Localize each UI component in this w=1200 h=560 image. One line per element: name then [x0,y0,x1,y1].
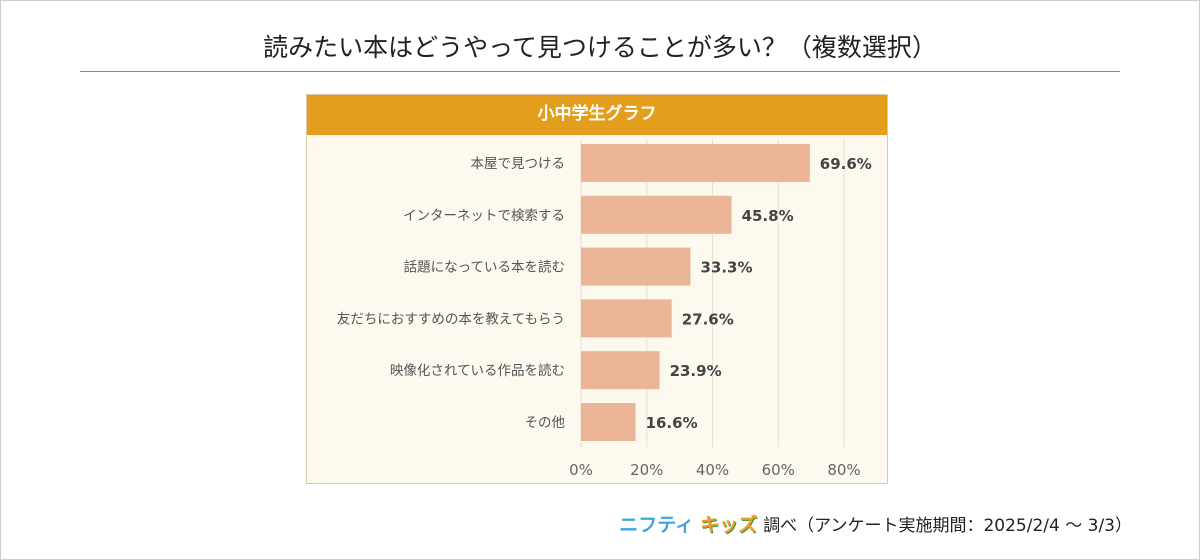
chart-title: 小中学生グラフ [307,95,887,135]
bar [581,247,691,286]
x-tick-label: 60% [762,461,795,479]
x-tick-label: 80% [827,461,860,479]
category-label: インターネットで検索する [403,208,565,224]
category-label: 本屋で見つける [471,156,566,172]
value-label: 23.9% [670,362,722,380]
footer-source: ニフティ キッズ 調べ（アンケート実施期間：2025/2/4 ～ 3/3） [619,510,1132,537]
title-divider [80,71,1120,72]
x-tick-label: 0% [569,461,593,479]
bar [581,195,732,234]
value-label: 16.6% [646,414,698,432]
logo-nifty: ニフティ [619,514,695,536]
category-label: その他 [525,415,566,431]
bar [581,299,672,338]
x-tick-label: 20% [630,461,663,479]
value-label: 33.3% [700,259,752,277]
bar [581,351,660,390]
bar [581,403,636,441]
chart-frame: 小中学生グラフ 0% 20% 40% 60% 80% 本屋で見つける 69.6% インターネッ… [306,94,888,484]
logo-kids: キッズ [700,514,758,536]
x-tick-label: 40% [696,461,729,479]
survey-note: 調べ（アンケート実施期間：2025/2/4 ～ 3/3） [763,516,1132,536]
bar [581,144,810,182]
category-label: 友だちにおすすめの本を教えてもらう [337,311,565,327]
page-title: 読みたい本はどうやって見つけることが多い？（複数選択） [263,33,937,62]
category-label: 映像化されている作品を読む [390,363,565,379]
value-label: 45.8% [742,207,794,225]
value-label: 69.6% [820,155,872,173]
category-label: 話題になっている本を読む [404,259,565,276]
bar-chart: 0% 20% 40% 60% 80% 本屋で見つける 69.6% インターネットで検索する 45… [337,139,872,479]
value-label: 27.6% [682,310,734,328]
